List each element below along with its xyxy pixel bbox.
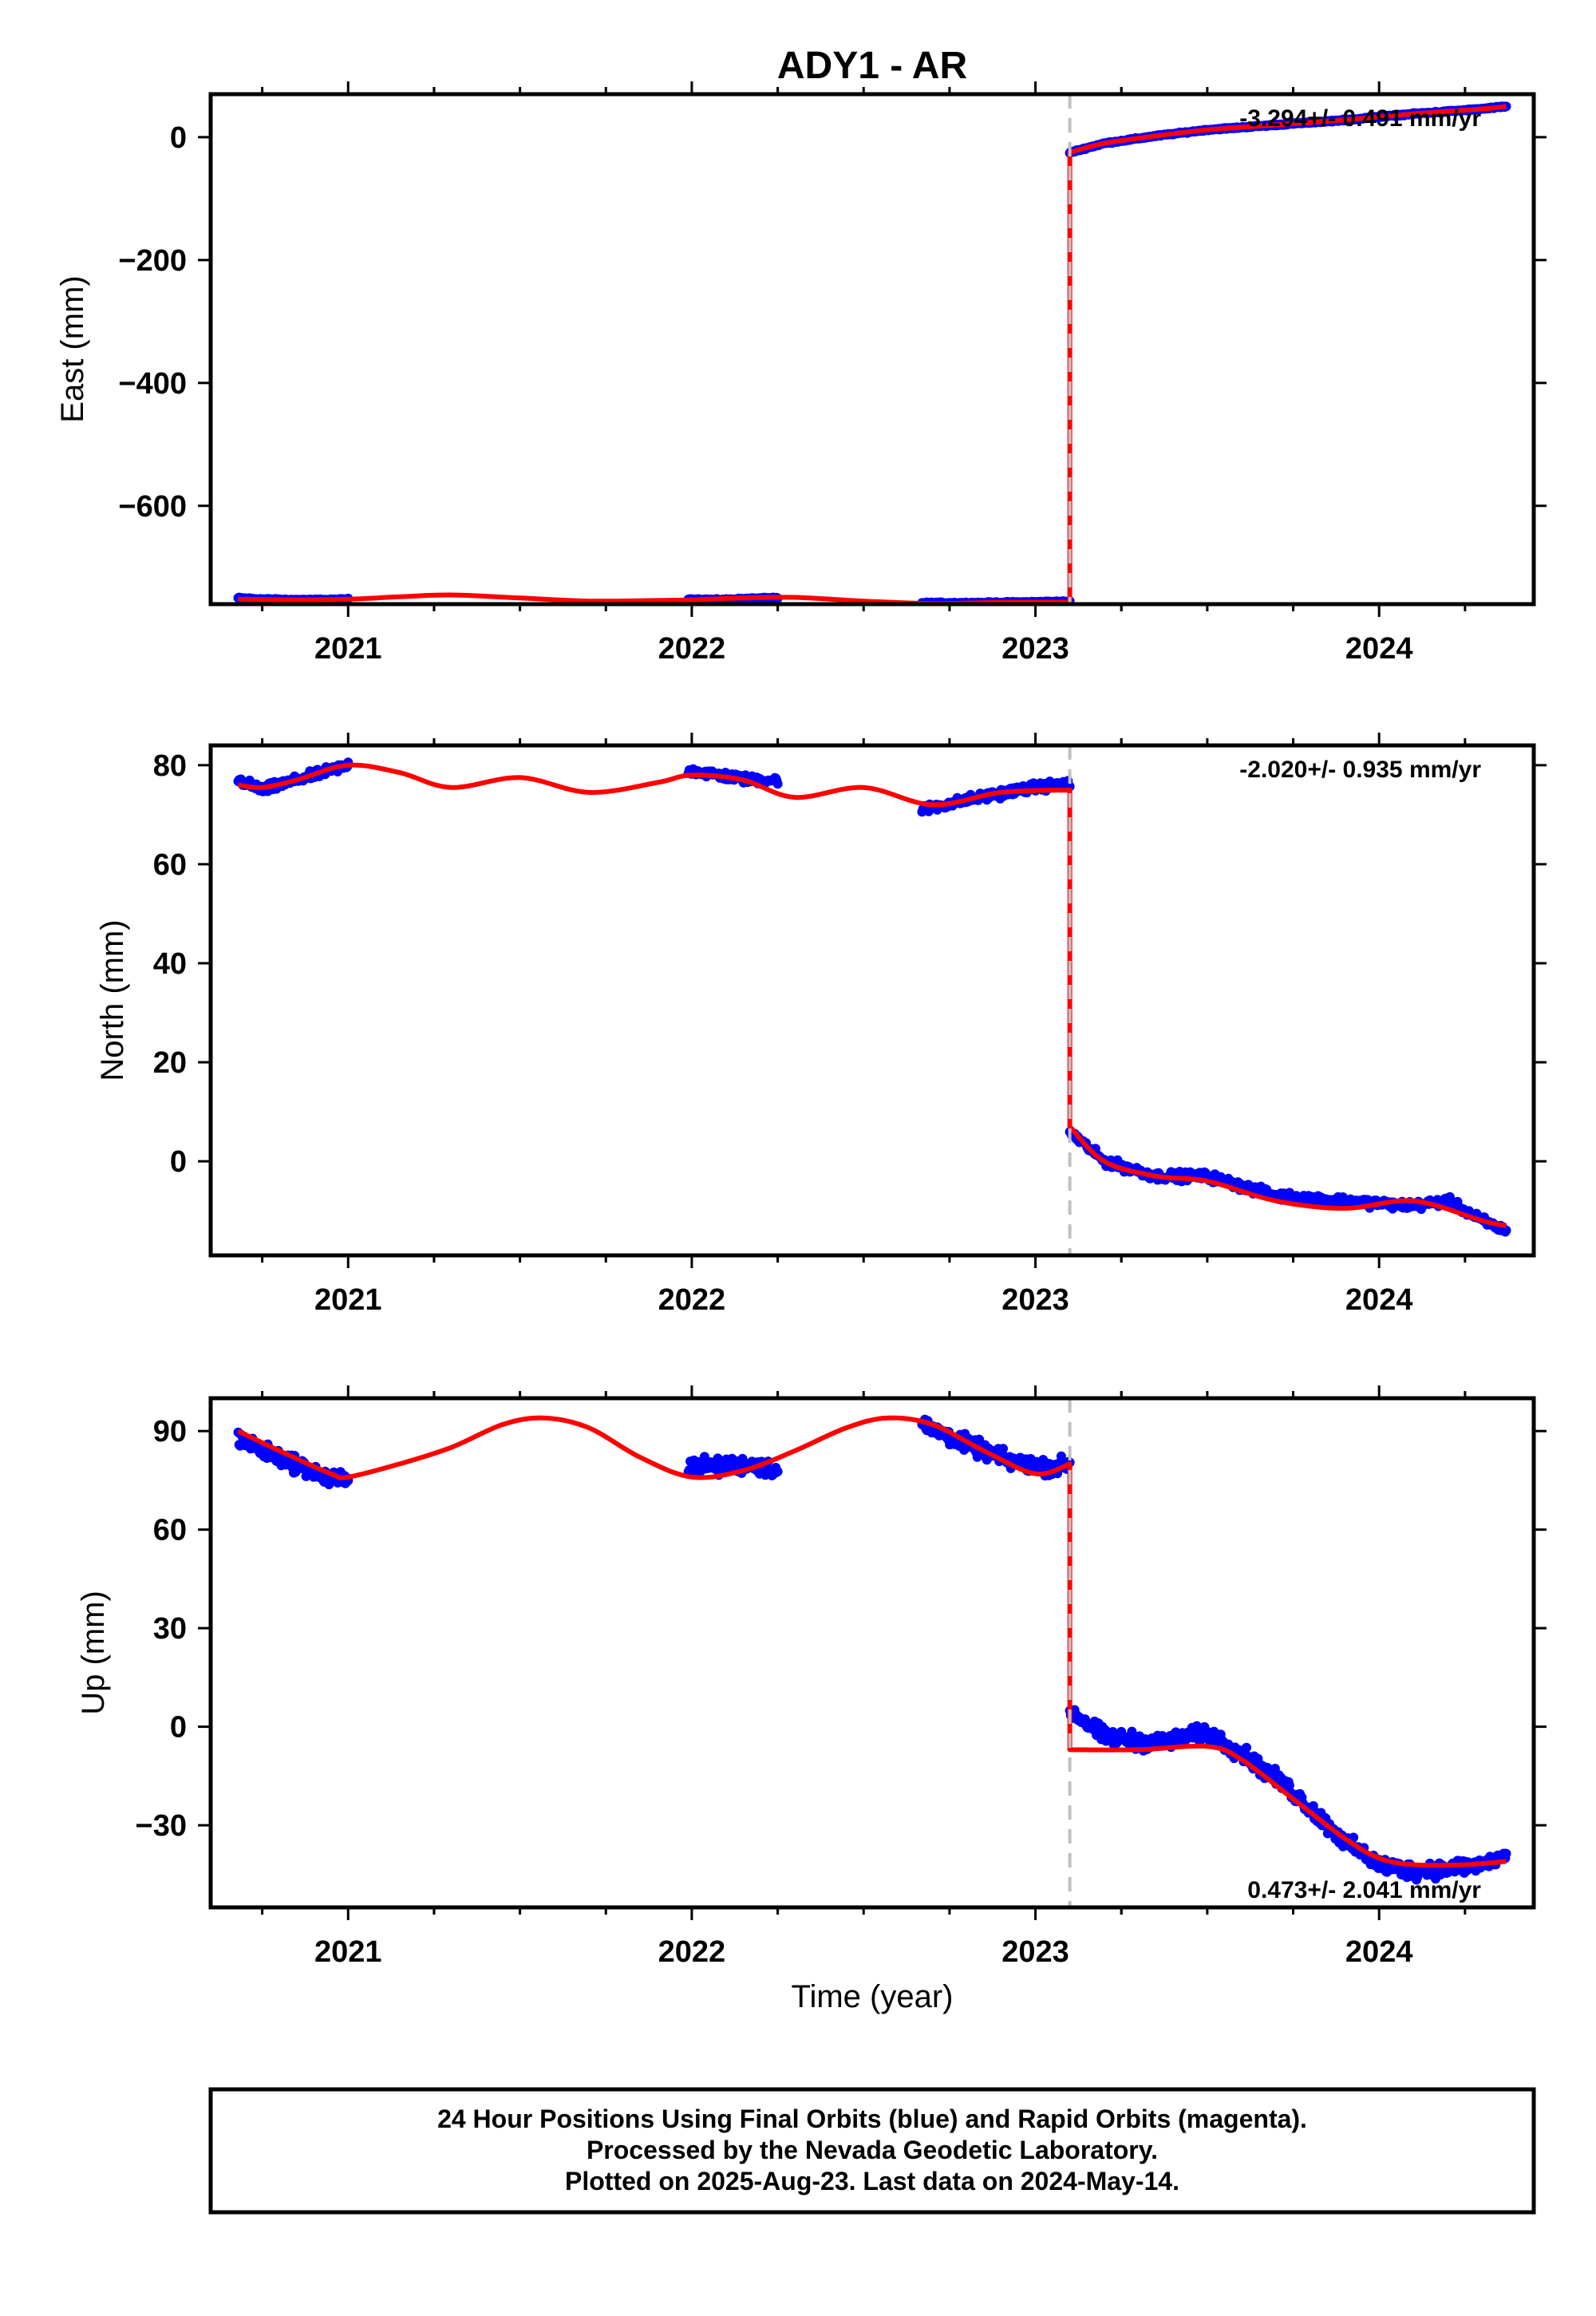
- x-tick-label: 2022: [658, 1283, 726, 1317]
- y-tick-label: −30: [136, 1809, 187, 1843]
- x-tick-label: 2023: [1001, 632, 1069, 666]
- x-tick-label: 2022: [658, 1935, 726, 1969]
- rate-annotation: -2.020+/- 0.935 mm/yr: [1239, 757, 1481, 783]
- north-panel: 2021 2022 2023 2024 80 60 40 20 0 North (mm) -2.02…: [95, 733, 1547, 1317]
- x-tick-label: 2024: [1345, 632, 1413, 666]
- up-panel: 2021 2022 2023 2024 90 60 30 0 −30 Up (mm) 0.473+/…: [76, 1385, 1547, 1969]
- y-tick-label: 20: [153, 1046, 187, 1080]
- x-ticks: [261, 733, 1467, 1268]
- plot-area: [233, 1414, 1511, 1885]
- panel-frame: [208, 92, 1536, 607]
- rate-annotation: -3.294+/- 0.491 mm/yr: [1239, 105, 1481, 132]
- x-tick-label: 2022: [658, 632, 726, 666]
- x-ticks: [261, 81, 1467, 617]
- plot-area: [233, 101, 1511, 604]
- east-panel: 2021 2022 2023 2024 0 −200 −400 −600 East (mm) -3…: [55, 81, 1547, 666]
- data-point: [998, 1444, 1008, 1454]
- model-fit-line: [238, 762, 1507, 1228]
- y-tick-label: 0: [170, 121, 187, 155]
- x-tick-label: 2021: [314, 1935, 382, 1969]
- data-points: [233, 757, 1511, 1237]
- x-tick-label: 2021: [314, 632, 382, 666]
- panel-frame: [208, 743, 1536, 1258]
- footer-box: [208, 2087, 1536, 2215]
- y-tick-label: 0: [170, 1711, 187, 1745]
- x-axis-label: Time (year): [792, 1979, 954, 2014]
- y-axis-label: North (mm): [95, 919, 130, 1081]
- data-point: [1501, 1225, 1511, 1235]
- plot-area: [233, 757, 1511, 1237]
- x-ticks: [261, 1385, 1467, 1920]
- model-fit-line: [237, 1415, 1507, 1868]
- footer-line-1: 24 Hour Positions Using Final Orbits (bl…: [437, 2105, 1307, 2133]
- data-point: [1501, 1848, 1511, 1859]
- chart-title: ADY1 - AR: [777, 45, 967, 87]
- data-point: [772, 779, 783, 789]
- x-tick-label: 2024: [1345, 1935, 1413, 1969]
- y-axis-label: East (mm): [55, 275, 90, 422]
- x-tick-label: 2024: [1345, 1283, 1413, 1317]
- y-axis-label: Up (mm): [76, 1591, 111, 1715]
- y-tick-label: 90: [153, 1415, 187, 1448]
- footer-line-2: Processed by the Nevada Geodetic Laborat…: [587, 2136, 1158, 2164]
- x-tick-label: 2021: [314, 1283, 382, 1317]
- y-tick-label: −200: [118, 244, 187, 278]
- x-tick-label: 2023: [1001, 1935, 1069, 1969]
- y-tick-label: 80: [153, 749, 187, 783]
- y-tick-label: 60: [153, 1514, 187, 1547]
- data-point: [772, 1466, 783, 1476]
- y-tick-label: 60: [153, 848, 187, 882]
- y-tick-label: −400: [118, 367, 187, 401]
- y-tick-label: 30: [153, 1612, 187, 1646]
- data-points: [233, 101, 1511, 604]
- y-tick-label: 40: [153, 947, 187, 981]
- y-tick-label: −600: [118, 490, 187, 524]
- y-tick-label: 0: [170, 1145, 187, 1179]
- x-tick-label: 2023: [1001, 1283, 1069, 1317]
- rate-annotation: 0.473+/- 2.041 mm/yr: [1247, 1877, 1481, 1903]
- panel-frame: [208, 1396, 1536, 1910]
- data-points: [233, 1414, 1511, 1885]
- footer-line-3: Plotted on 2025-Aug-23. Last data on 202…: [565, 2167, 1179, 2195]
- model-fit-line: [238, 104, 1507, 604]
- data-point: [1242, 1742, 1251, 1753]
